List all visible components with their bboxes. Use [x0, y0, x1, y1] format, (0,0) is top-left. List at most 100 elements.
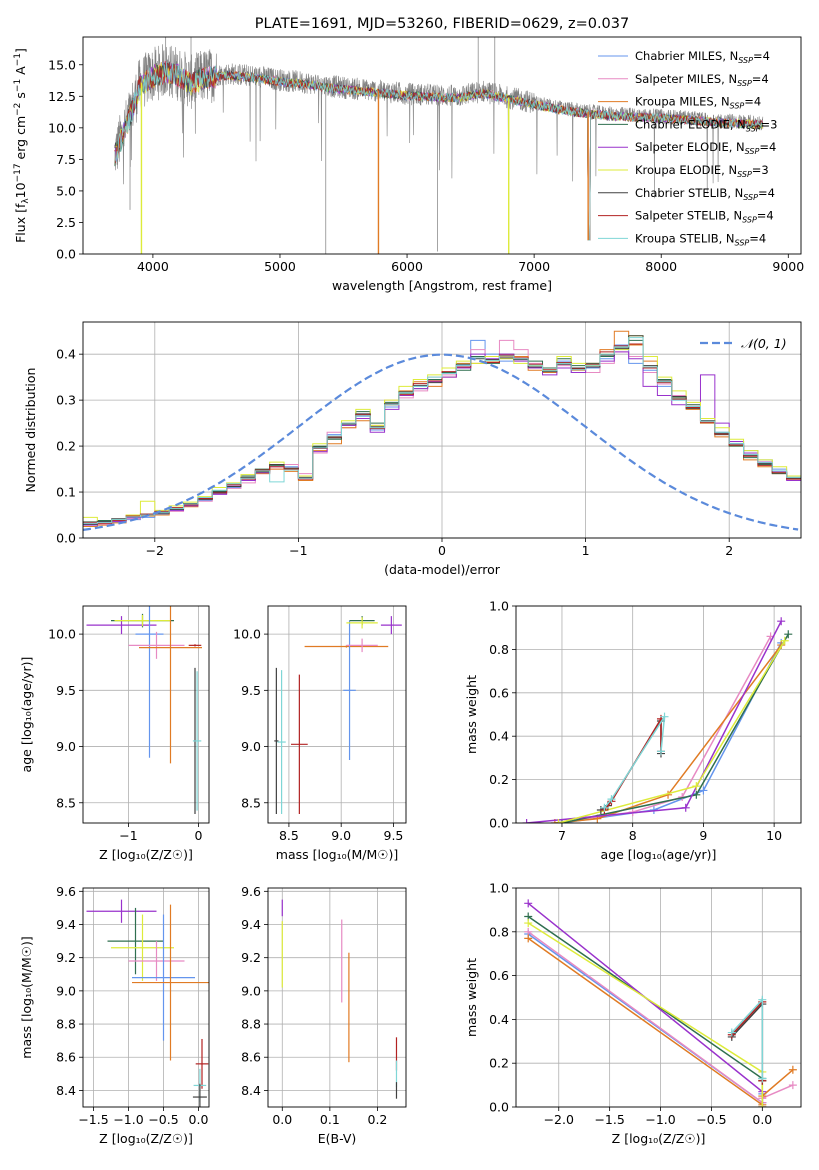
- model-spectrum-line: [114, 61, 763, 241]
- y-tick-label: 0.0: [56, 247, 76, 262]
- chart-residuals: −2 −1 0 1 2 0.0 0.1 0.2 0.3 0.4 (data-model)/error…: [23, 321, 802, 577]
- chart-mass-weight-vs-age: 7 8 9 10 0.0 0.2 0.4 0.6 0.8 1.0 age [log₁₀(age/yr…: [464, 599, 802, 862]
- x-tick-label: 0.0: [272, 1112, 292, 1127]
- y-axis-label-part: Flux [f: [13, 203, 28, 243]
- y-tick-label: 1.0: [489, 599, 509, 614]
- y-axis-label: mass weight: [464, 958, 479, 1037]
- y-tick-label: 9.4: [241, 917, 261, 932]
- legend-label-name: Salpeter STELIB, N: [635, 209, 742, 223]
- legend-label-count: =4: [759, 140, 776, 154]
- y-tick-label: 0.6: [489, 968, 509, 983]
- legend-label-sub: SSP: [745, 147, 760, 156]
- mass-weight-point: [660, 712, 669, 721]
- x-tick-label: 0.0: [189, 1112, 209, 1127]
- y-axis-label-part: erg cm: [13, 116, 28, 164]
- y-tick-label: 5.0: [56, 183, 76, 198]
- mass-weight-line: [558, 640, 786, 823]
- mass-weight-point: [600, 803, 609, 812]
- residual-plot-area: [83, 330, 801, 538]
- x-tick-label: −1.0: [645, 1112, 675, 1127]
- x-axis-label: Z [log₁₀(Z/Z☉)]: [99, 1131, 193, 1146]
- y-tick-label: 9.0: [56, 983, 76, 998]
- mass-weight-point: [699, 786, 708, 795]
- mass-weight-vs-age-plot-area: [522, 617, 793, 823]
- y-tick-label: 9.6: [241, 884, 261, 899]
- axes-frame: [267, 605, 407, 824]
- legend-label-name: Salpeter ELODIE, N: [635, 140, 745, 154]
- x-tick-label: 1: [582, 543, 590, 558]
- y-axis-label-part: A: [13, 66, 28, 79]
- y-tick-label: 0.2: [56, 439, 76, 454]
- y-axis-label: Normed distribution: [23, 368, 38, 493]
- x-axis-label: (data-model)/error: [384, 562, 501, 577]
- mass-weight-point: [692, 790, 701, 799]
- mass-vs-extinction-plot-area: [281, 899, 398, 1099]
- x-tick-label: −2: [146, 543, 164, 558]
- y-tick-label: 0.0: [489, 1100, 509, 1115]
- y-tick-label: 0.0: [56, 531, 76, 546]
- y-tick-label: 0.8: [489, 924, 509, 939]
- chart-age-vs-metallicity: −1 0 8.5 9.0 9.5 10.0 Z [log₁₀(Z/Z☉)] age [log₁…: [19, 605, 210, 862]
- y-axis-label: mass weight: [464, 675, 479, 754]
- legend-label-name: Salpeter MILES, N: [635, 72, 737, 86]
- x-tick-label: −1.0: [113, 1112, 143, 1127]
- legend-label-count: =4: [749, 231, 766, 245]
- x-tick-label: 10: [766, 828, 782, 843]
- axes-frame: [82, 887, 210, 1108]
- y-tick-label: 0.4: [56, 347, 76, 362]
- y-axis-label: Flux [fλ10−17 erg cm−2 s−1 A−1]: [13, 48, 31, 243]
- legend-label: Salpeter ELODIE, NSSP=4: [635, 140, 776, 156]
- mass-weight-point: [607, 795, 616, 804]
- x-tick-label: 9.0: [331, 828, 351, 843]
- x-axis-label: Z [log₁₀(Z/Z☉)]: [612, 1131, 706, 1146]
- chart-spectrum: PLATE=1691, MJD=53260, FIBERID=0629, z=0…: [13, 16, 804, 293]
- chart-mass-vs-metallicity: −1.5 −1.0 −0.5 0.0 8.4 8.6 8.8 9.0 9.2 9.4 9.6 Z [l…: [19, 884, 210, 1146]
- legend-label-name: Chabrier MILES, N: [635, 49, 738, 63]
- x-tick-label: 9: [699, 828, 707, 843]
- y-axis-label: mass [log₁₀(M/M☉)]: [19, 936, 34, 1058]
- y-tick-label: 0.1: [56, 485, 76, 500]
- legend-label: Kroupa ELODIE, NSSP=3: [635, 163, 769, 179]
- y-axis-label-part: 10: [13, 182, 28, 198]
- y-tick-label: 10.0: [48, 627, 76, 642]
- legend-label-count: =4: [757, 209, 774, 223]
- x-tick-label: −2.0: [544, 1112, 574, 1127]
- mass-weight-point: [522, 819, 531, 823]
- residual-histogram: [83, 337, 801, 538]
- legend-label-count: =4: [758, 186, 775, 200]
- axes-frame: [515, 887, 802, 1108]
- legend-label-count: =3: [761, 117, 778, 131]
- legend-label: 𝒩(0, 1): [741, 336, 787, 351]
- y-tick-label: 8.6: [56, 1050, 76, 1065]
- x-tick-label: 7: [558, 828, 566, 843]
- mass-weight-point: [777, 617, 786, 626]
- mass-weight-point: [524, 934, 533, 943]
- x-tick-label: 9000: [772, 259, 804, 274]
- mass-weight-line: [561, 633, 789, 823]
- chart-title: PLATE=1691, MJD=53260, FIBERID=0629, z=0…: [255, 16, 629, 32]
- y-axis-label-part: s: [13, 92, 28, 103]
- mass-weight-line: [603, 716, 666, 809]
- y-tick-label: 9.2: [241, 950, 261, 965]
- normal-reference-curve: [83, 353, 799, 531]
- legend-label-sub: SSP: [746, 124, 761, 133]
- legend-label: Chabrier ELODIE, NSSP=3: [635, 117, 777, 133]
- mass-weight-vs-metallicity-plot-area: [524, 899, 797, 1107]
- y-tick-label: 8.8: [241, 1017, 261, 1032]
- y-axis-label-part: −1: [13, 53, 23, 66]
- mass-weight-point: [656, 747, 665, 756]
- mass-weight-point: [727, 1028, 736, 1037]
- y-tick-label: 9.0: [241, 739, 261, 754]
- x-tick-label: 8: [629, 828, 637, 843]
- x-tick-label: 0.1: [320, 1112, 340, 1127]
- x-tick-label: 5000: [264, 259, 296, 274]
- y-tick-label: 9.5: [241, 683, 261, 698]
- y-tick-label: 8.5: [56, 795, 76, 810]
- legend-label-sub: SSP: [737, 79, 752, 88]
- y-tick-label: 9.5: [56, 683, 76, 698]
- y-axis-label-part: −17: [13, 163, 23, 182]
- chart-age-vs-mass: 8.5 9.0 9.5 8.5 9.0 9.5 10.0 mass [log₁₀(M/M☉)]: [233, 605, 407, 862]
- spectrum-plot-area: [114, 37, 764, 254]
- mass-weight-point: [780, 636, 789, 645]
